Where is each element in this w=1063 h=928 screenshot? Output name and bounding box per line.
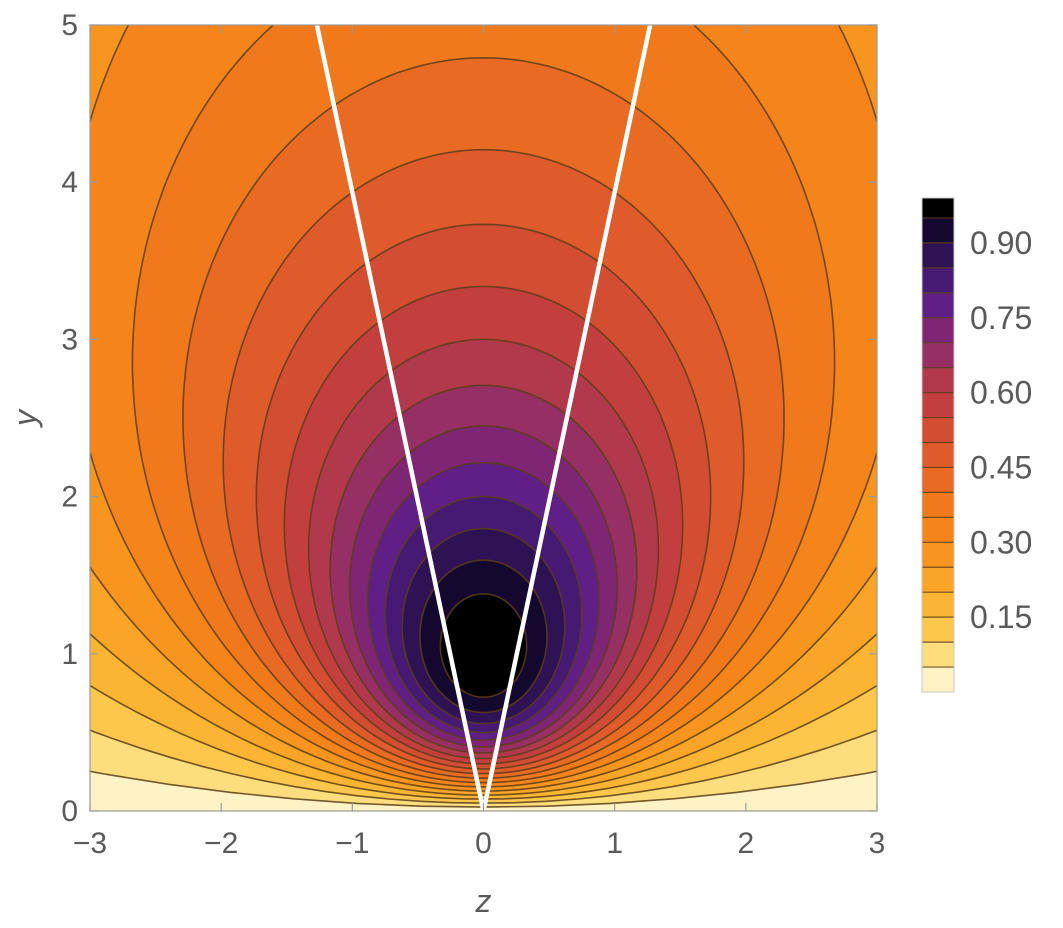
legend-swatch (922, 367, 954, 393)
y-tick-label: 0 (61, 795, 78, 828)
legend-swatch (922, 542, 954, 568)
y-tick-label: 5 (61, 9, 78, 42)
x-axis-title: z (475, 883, 492, 919)
contour-band-19 (440, 593, 527, 698)
y-tick-label: 3 (61, 323, 78, 356)
y-axis-ticks: 0 1 2 3 4 5 (61, 9, 877, 828)
legend-swatch (922, 317, 954, 343)
contour-line-15 (366, 462, 601, 741)
x-tick-label: −3 (73, 827, 107, 860)
legend-swatch (922, 492, 954, 518)
x-tick-label: 2 (737, 827, 754, 860)
legend-swatch (922, 617, 954, 643)
legend-swatch (922, 217, 954, 243)
legend-swatch (922, 667, 954, 692)
x-tick-label: 3 (869, 827, 886, 860)
legend-swatch (922, 242, 954, 268)
contour-line-19 (439, 593, 528, 698)
legend-swatch (922, 267, 954, 293)
x-tick-label: −2 (204, 827, 238, 860)
boundary-line-1 (314, 25, 486, 811)
legend-swatch (922, 467, 954, 493)
legend-tick-label: 0.60 (970, 375, 1032, 411)
boundary-lines (314, 25, 653, 811)
contour-line-13 (329, 384, 638, 754)
legend-tick-label: 0.30 (970, 524, 1032, 560)
y-tick-label: 4 (61, 166, 78, 199)
plot-area (90, 25, 877, 811)
contour-line-16 (384, 495, 583, 734)
legend-tick-label: 0.75 (970, 300, 1032, 336)
legend-swatch (922, 392, 954, 418)
legend-swatch (922, 417, 954, 443)
contour-line-17 (401, 527, 566, 725)
boundary-line-2 (481, 25, 653, 811)
contour-line-11 (283, 285, 684, 765)
contour-line-12 (307, 338, 660, 760)
contour-line-10 (255, 223, 712, 770)
legend-swatch (922, 642, 954, 668)
y-tick-label: 2 (61, 481, 78, 514)
x-tick-label: 0 (475, 827, 492, 860)
legend-tick-label: 0.45 (970, 449, 1032, 485)
legend-swatch (922, 198, 954, 218)
contour-line-7 (131, 25, 836, 784)
legend-frame (921, 197, 955, 693)
legend-swatch (922, 292, 954, 318)
y-tick-label: 1 (61, 638, 78, 671)
legend-tick-label: 0.90 (970, 225, 1032, 261)
legend-swatch (922, 442, 954, 468)
legend-swatch (922, 592, 954, 618)
legend-swatch (922, 517, 954, 543)
y-axis-title: y (7, 408, 43, 428)
color-legend: 0.15 0.30 0.45 0.60 0.75 0.90 (921, 197, 1032, 693)
contour-line-14 (348, 425, 619, 748)
legend-swatch (922, 342, 954, 368)
contour-line-4 (90, 632, 877, 796)
x-axis-ticks: −3 −2 −1 0 1 2 3 (73, 25, 885, 860)
x-tick-label: −1 (335, 827, 369, 860)
contour-bands (90, 25, 877, 811)
contour-line-5 (90, 565, 877, 792)
contour-line-18 (419, 559, 548, 714)
contour-line-6 (90, 25, 877, 788)
legend-tick-label: 0.15 (970, 599, 1032, 635)
legend-swatch (922, 567, 954, 593)
x-tick-label: 1 (606, 827, 623, 860)
